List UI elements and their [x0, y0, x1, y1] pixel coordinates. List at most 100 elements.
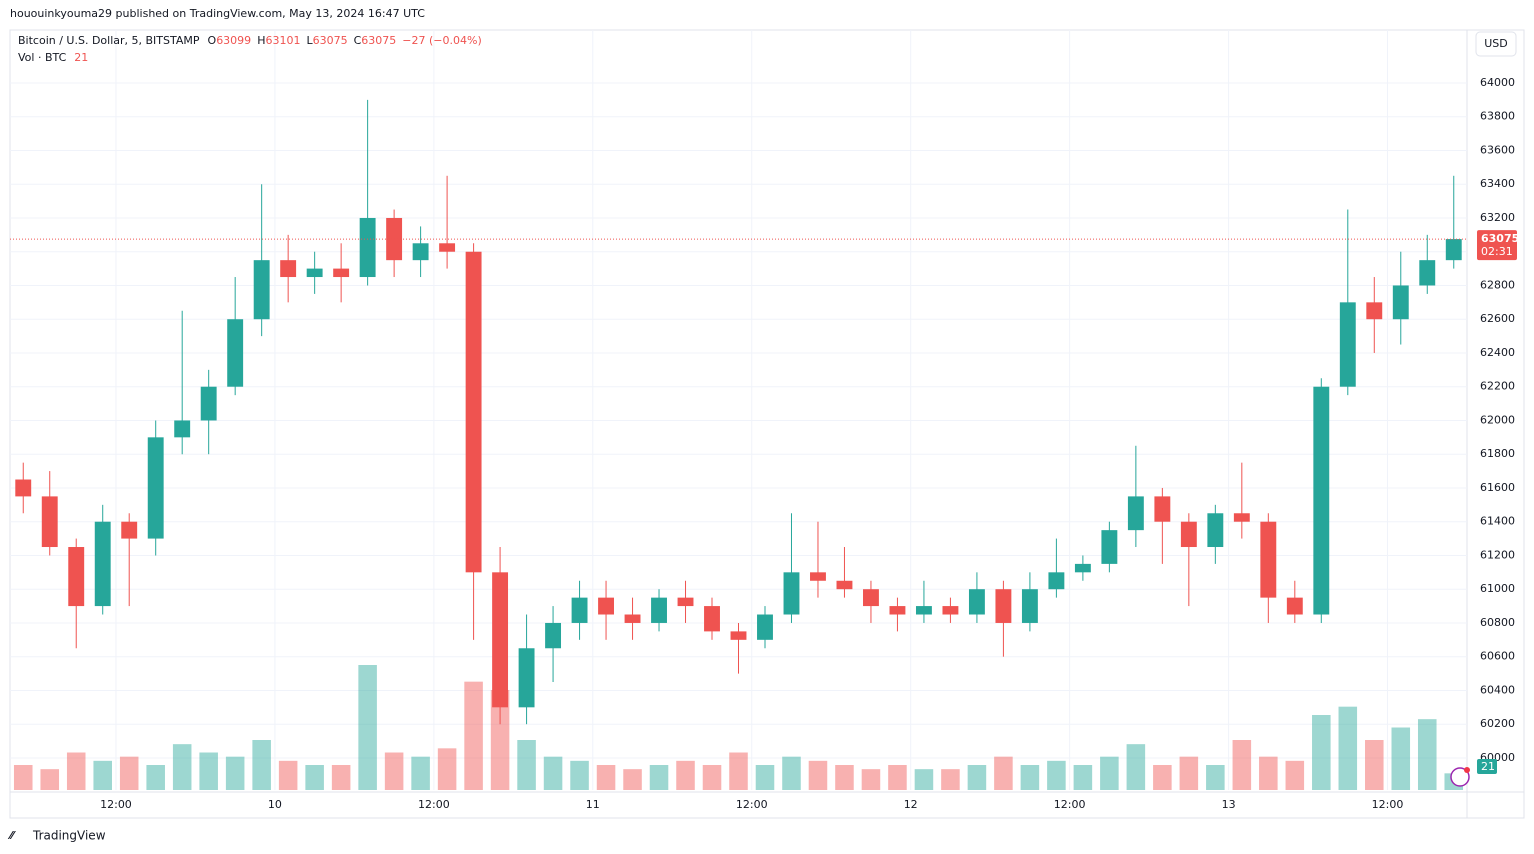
candle-body: [280, 260, 297, 278]
volume-bar: [40, 769, 60, 790]
candle-body: [1339, 302, 1356, 387]
o-label: O: [208, 34, 217, 47]
y-tick-label: 61600: [1480, 481, 1515, 494]
currency-button[interactable]: [1475, 31, 1517, 57]
volume-bar: [305, 765, 324, 790]
candle-body: [1180, 521, 1197, 548]
candle-body: [1127, 496, 1144, 531]
volume-bar: [1020, 765, 1040, 790]
x-tick-label: 12:00: [418, 798, 450, 811]
volume-bar: [1312, 715, 1331, 790]
volume-bar: [808, 760, 828, 790]
candle-body: [1392, 285, 1409, 320]
currency-label: USD: [1484, 37, 1508, 50]
volume-bar: [702, 765, 722, 790]
x-tick-label: 12: [904, 798, 918, 811]
y-tick-label: 61800: [1480, 447, 1515, 460]
candles: [15, 99, 1462, 725]
volume-last: 21: [74, 51, 88, 64]
x-tick-label: 13: [1222, 798, 1236, 811]
candle-body: [677, 597, 694, 607]
volume-bar: [729, 752, 748, 790]
candle-body: [730, 631, 747, 640]
candle-body: [412, 243, 429, 261]
volume-bar: [1338, 706, 1358, 790]
h-label: H: [257, 34, 265, 47]
volume-bar: [1285, 760, 1305, 790]
candle-body: [1445, 239, 1462, 261]
volume-bar: [225, 756, 245, 790]
candle-body: [147, 437, 164, 539]
chart-frame: [9, 29, 1525, 819]
h-value: 63101: [265, 34, 300, 47]
logo-mark: ⁄⁄: [7, 829, 17, 842]
last-price-box: [1477, 230, 1517, 261]
candle-body: [306, 268, 323, 278]
candle-body: [915, 606, 932, 615]
last-price-label: 63075: [1481, 232, 1519, 245]
candle-body: [174, 420, 191, 438]
y-tick-label: 64000: [1480, 76, 1515, 89]
volume-bar: [1179, 756, 1199, 790]
volume-bar: [967, 765, 987, 790]
footer-brand: TradingView: [32, 829, 106, 843]
candle-body: [704, 606, 720, 632]
volume-bar: [543, 756, 563, 790]
x-tick-label: 12:00: [1054, 798, 1086, 811]
volume-bar: [1047, 760, 1066, 790]
y-tick-label: 60200: [1480, 717, 1515, 730]
candle-body: [757, 614, 773, 640]
volume-bar: [172, 744, 192, 790]
volume-bar: [649, 765, 669, 790]
candle-body: [889, 606, 906, 615]
candle-body: [15, 479, 32, 497]
candle-body: [253, 260, 270, 320]
candle-body: [1419, 260, 1436, 286]
volume-bar: [1126, 744, 1146, 790]
y-tick-label: 61000: [1480, 582, 1515, 595]
l-label: L: [306, 34, 313, 47]
volume-bar: [490, 690, 510, 790]
y-tick-label: 60400: [1480, 683, 1515, 696]
volume-bar: [252, 740, 271, 790]
candle-body: [783, 572, 800, 615]
volume-bar: [570, 760, 589, 790]
volume-bar: [411, 756, 430, 790]
volume-bar: [358, 665, 377, 790]
volume-bar: [1365, 740, 1384, 790]
candle-body: [624, 614, 641, 623]
volume-bar: [278, 760, 298, 790]
candle-body: [68, 547, 85, 607]
candle-body: [995, 589, 1012, 623]
candle-body: [121, 521, 138, 539]
y-tick-label: 63200: [1480, 211, 1515, 224]
candle-body: [94, 521, 111, 607]
volume-bar: [994, 756, 1013, 790]
volume-bar: [1391, 727, 1411, 790]
grid: [10, 30, 1467, 790]
candle-body: [571, 597, 588, 623]
symbol-title: Bitcoin / U.S. Dollar, 5, BITSTAMP O63099…: [18, 34, 482, 47]
countdown-label: 02:31: [1481, 245, 1513, 258]
candle-body: [863, 589, 879, 607]
volume-bar: [199, 752, 218, 790]
candle-body: [465, 251, 482, 573]
y-tick-label: 63400: [1480, 177, 1515, 190]
volume-bar: [93, 760, 112, 790]
candle-body: [492, 572, 509, 708]
alert-icon[interactable]: [1450, 767, 1470, 787]
volume-title: Vol · BTC: [18, 51, 67, 64]
volume-last-box: [1477, 759, 1497, 774]
x-tick-label: 11: [586, 798, 600, 811]
volume-bar: [861, 769, 881, 790]
volume-bar: [1100, 756, 1119, 790]
x-tick-label: 12:00: [1372, 798, 1404, 811]
volume-bar: [835, 765, 854, 790]
o-value: 63099: [216, 34, 251, 47]
published-note: hououinkyouma29 published on TradingView…: [10, 7, 425, 20]
volume-bar: [1417, 719, 1437, 790]
x-tick-label: 12:00: [100, 798, 132, 811]
volume-bar: [914, 769, 934, 790]
candle-body: [810, 572, 826, 581]
